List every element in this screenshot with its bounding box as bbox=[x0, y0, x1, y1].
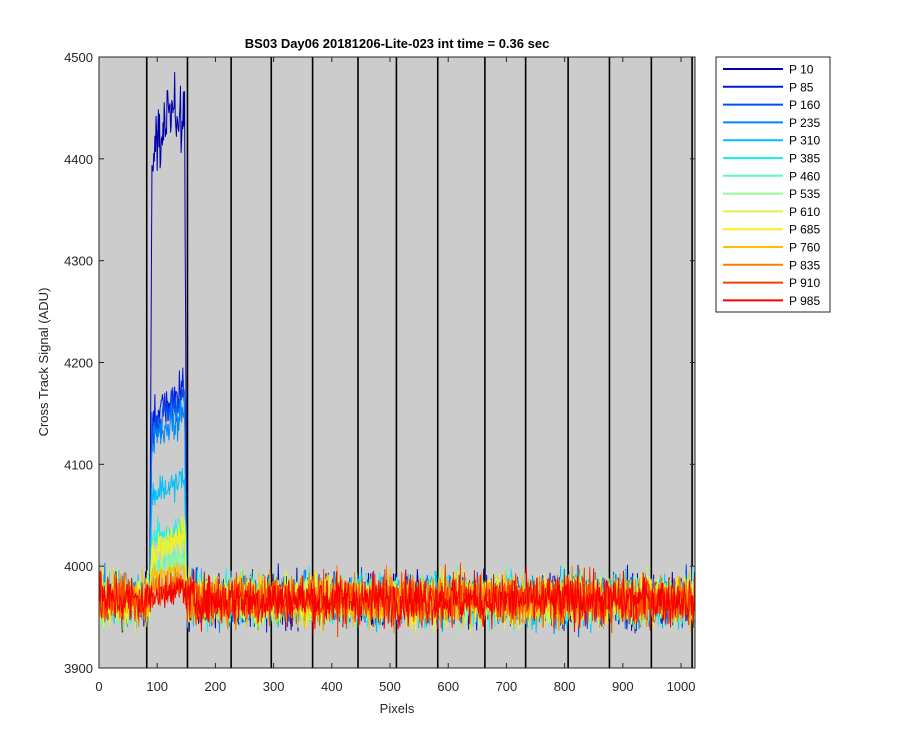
legend-label-5: P 385 bbox=[789, 152, 820, 166]
x-tick-label: 600 bbox=[437, 679, 459, 694]
x-tick-label: 100 bbox=[146, 679, 168, 694]
y-tick-label: 4400 bbox=[64, 152, 93, 167]
x-tick-label: 200 bbox=[205, 679, 227, 694]
x-tick-label: 500 bbox=[379, 679, 401, 694]
x-tick-label: 700 bbox=[496, 679, 518, 694]
y-tick-label: 4000 bbox=[64, 559, 93, 574]
x-tick-label: 0 bbox=[95, 679, 102, 694]
series-layer bbox=[98, 71, 696, 638]
y-axis-label: Cross Track Signal (ADU) bbox=[36, 288, 51, 437]
y-tick-label: 4100 bbox=[64, 457, 93, 472]
x-tick-label: 400 bbox=[321, 679, 343, 694]
legend-label-1: P 85 bbox=[789, 80, 814, 94]
legend-label-13: P 985 bbox=[789, 294, 820, 308]
y-axis: 3900 4000 4100 4200 4300 4400 4500 bbox=[64, 50, 695, 676]
legend-label-11: P 835 bbox=[789, 258, 820, 272]
legend-label-4: P 310 bbox=[789, 134, 820, 148]
legend-box bbox=[715, 56, 831, 313]
legend-label-6: P 460 bbox=[789, 169, 820, 183]
x-tick-label: 800 bbox=[554, 679, 576, 694]
x-tick-label: 1000 bbox=[667, 679, 696, 694]
legend: P 10 P 85 P 160 P 235 P 310 P 385 P 460 P 535 P … bbox=[715, 56, 831, 313]
legend-label-7: P 535 bbox=[789, 187, 820, 201]
y-tick-label: 3900 bbox=[64, 661, 93, 676]
y-tick-label: 4200 bbox=[64, 356, 93, 371]
x-axis-label: Pixels bbox=[380, 701, 415, 716]
legend-label-0: P 10 bbox=[789, 63, 814, 77]
legend-label-12: P 910 bbox=[789, 276, 820, 290]
y-tick-label: 4300 bbox=[64, 254, 93, 269]
x-tick-label: 300 bbox=[263, 679, 285, 694]
legend-label-9: P 685 bbox=[789, 223, 820, 237]
legend-label-2: P 160 bbox=[789, 98, 820, 112]
series-line-13 bbox=[98, 565, 696, 635]
x-tick-label: 900 bbox=[612, 679, 634, 694]
legend-label-3: P 235 bbox=[789, 116, 820, 130]
legend-label-8: P 610 bbox=[789, 205, 820, 219]
x-axis: 0 100 200 300 400 500 600 700 800 900 1000 bbox=[95, 57, 695, 694]
y-tick-label: 4500 bbox=[64, 50, 93, 65]
chart-title: BS03 Day06 20181206-Lite-023 int time = … bbox=[245, 36, 550, 51]
legend-label-10: P 760 bbox=[789, 241, 820, 255]
